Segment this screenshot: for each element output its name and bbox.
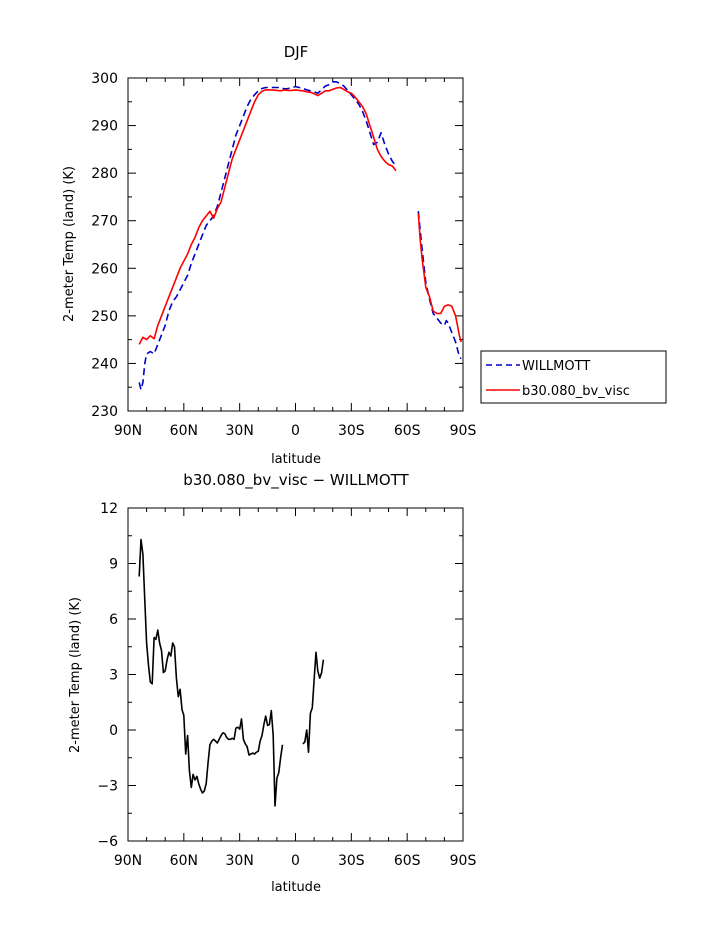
bottom-y-tick-label: −6 (97, 834, 118, 850)
bottom-y-tick-label: 12 (100, 501, 118, 517)
top-ticks (127, 77, 464, 412)
bottom-y-tick-label: 0 (109, 723, 118, 739)
top-series-b30-080-bv-visc-segment-1 (417, 213, 462, 343)
top-x-axis-label: latitude (271, 452, 321, 467)
bottom-series (138, 538, 325, 807)
top-x-tick-label: 90N (114, 423, 142, 439)
bottom-y-axis-label: 2-meter Temp (land) (K) (68, 597, 83, 753)
top-y-tick-label: 270 (91, 214, 118, 230)
top-series-willmott-segment-0 (138, 81, 397, 391)
bottom-x-tick-label: 90S (450, 853, 477, 869)
bottom-x-tick-label: 30S (338, 853, 365, 869)
top-x-tick-label: 60N (170, 423, 198, 439)
bottom-x-tick-label: 90N (114, 853, 142, 869)
bottom-x-tick-label: 60S (394, 853, 421, 869)
top-x-tick-labels: 90N 60N 30N 0 30S 60S 90S (114, 423, 477, 439)
bottom-ticks (127, 507, 464, 842)
top-series (138, 81, 462, 391)
legend-box (480, 350, 667, 404)
bottom-x-tick-label: 60N (170, 853, 198, 869)
top-x-tick-label: 30N (226, 423, 254, 439)
legend-label-willmott: WILLMOTT (522, 359, 590, 374)
top-y-tick-label: 240 (91, 356, 118, 372)
top-series-b30-080-bv-visc-segment-0 (138, 86, 397, 345)
top-plot-frame (127, 77, 464, 412)
top-x-tick-label: 90S (450, 423, 477, 439)
bottom-x-tick-labels: 90N 60N 30N 0 30S 60S 90S (114, 853, 477, 869)
top-y-tick-label: 290 (91, 119, 118, 135)
top-y-tick-labels: 230 240 250 260 270 280 290 300 (91, 71, 118, 420)
bottom-panel: b30.080_bv_visc − WILLMOTT 90N 60N 30N 0 30S… (68, 471, 476, 895)
bottom-y-tick-label: −3 (97, 779, 118, 795)
top-y-axis-label: 2-meter Temp (land) (K) (62, 166, 77, 322)
top-y-tick-label: 260 (91, 261, 118, 277)
top-series-willmott-segment-1 (417, 211, 462, 360)
bottom-series-difference-segment-0 (138, 538, 284, 807)
bottom-y-tick-labels: −6 −3 0 3 6 9 12 (97, 501, 118, 850)
bottom-y-tick-label: 6 (109, 612, 118, 628)
top-y-tick-label: 300 (91, 71, 118, 87)
bottom-series-difference-segment-1 (302, 651, 325, 754)
bottom-x-tick-label: 0 (291, 853, 300, 869)
bottom-x-tick-label: 30N (226, 853, 254, 869)
legend: WILLMOTT b30.080_bv_visc (480, 350, 667, 404)
bottom-y-tick-label: 3 (109, 668, 118, 684)
top-y-tick-label: 250 (91, 309, 118, 325)
legend-label-b30: b30.080_bv_visc (522, 384, 630, 399)
bottom-y-tick-label: 9 (109, 557, 118, 573)
top-panel: DJF 90N 60N 30N 0 30S 60S 90S 2302402502602702… (62, 43, 667, 467)
top-y-tick-label: 230 (91, 404, 118, 420)
top-chart-title: DJF (284, 43, 309, 61)
top-x-tick-label: 60S (394, 423, 421, 439)
bottom-x-axis-label: latitude (271, 880, 321, 895)
top-x-tick-label: 30S (338, 423, 365, 439)
bottom-chart-title: b30.080_bv_visc − WILLMOTT (183, 471, 409, 490)
bottom-plot-frame (127, 507, 464, 842)
top-y-tick-label: 280 (91, 166, 118, 182)
top-x-tick-label: 0 (291, 423, 300, 439)
